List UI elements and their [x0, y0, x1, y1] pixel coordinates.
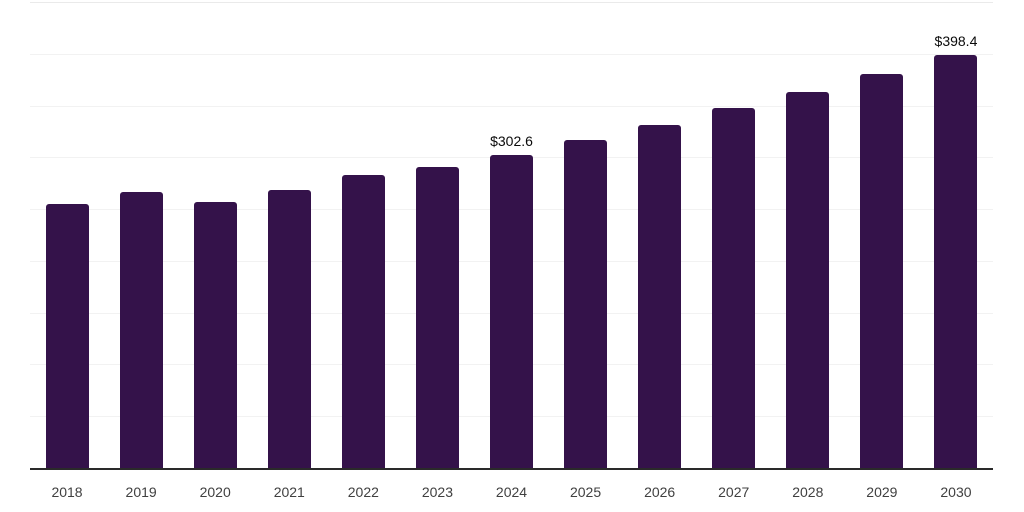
bar-value-label-2024: $302.6 [490, 132, 533, 149]
x-tick-label-2021: 2021 [273, 484, 305, 500]
plot-area: $302.6 $398.4 [30, 0, 993, 470]
bar-2027 [712, 108, 756, 468]
bar-value-label-2030: $398.4 [934, 33, 978, 50]
x-tick-label-2030: 2030 [940, 484, 972, 500]
x-tick-label-2023: 2023 [421, 484, 453, 500]
x-tick-label-2024: 2024 [495, 484, 528, 500]
x-tick-label-2018: 2018 [51, 484, 83, 500]
bar-2022 [341, 175, 385, 468]
x-tick-label-2029: 2029 [866, 484, 898, 500]
y-gridline-450 [30, 2, 993, 3]
bar-2030 [934, 55, 978, 468]
bar-2018 [45, 204, 89, 468]
x-tick-label-2022: 2022 [347, 484, 379, 500]
bar-2021 [267, 190, 311, 468]
x-axis-line [30, 468, 993, 470]
y-gridline-400 [30, 53, 993, 55]
x-tick-label-2027: 2027 [718, 484, 750, 500]
y-gridline-350 [30, 105, 993, 107]
x-tick-label-2025: 2025 [569, 484, 602, 500]
bar-2020 [193, 201, 237, 468]
bar-2023 [415, 166, 459, 468]
x-tick-label-2020: 2020 [199, 484, 231, 500]
x-tick-label-2019: 2019 [125, 484, 157, 500]
bar-2029 [860, 73, 904, 468]
bar-2024 [490, 154, 533, 468]
bar-2026 [638, 124, 682, 468]
x-tick-label-2028: 2028 [792, 484, 824, 500]
x-tick-label-2026: 2026 [644, 484, 676, 500]
bar-2019 [119, 191, 163, 468]
bar-2025 [564, 139, 608, 468]
bar-2028 [786, 91, 830, 468]
